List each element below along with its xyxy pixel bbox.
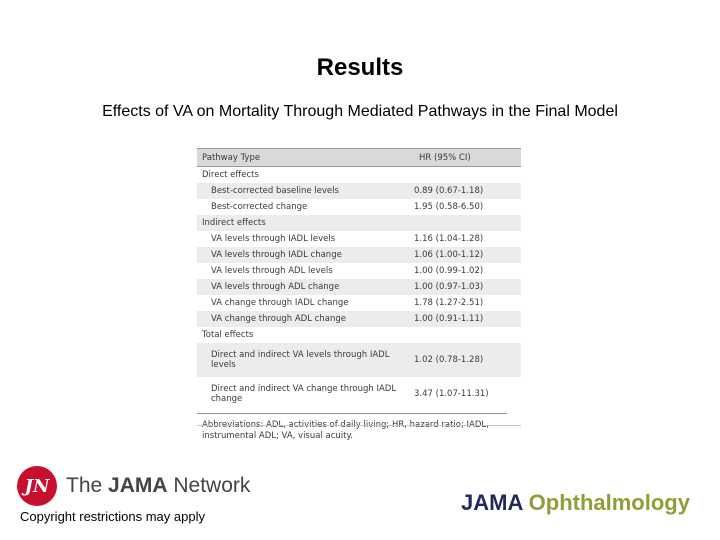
- table-section-row: Indirect effects: [197, 215, 521, 231]
- jama-network-wordmark: The JAMA Network: [66, 474, 250, 498]
- table-row: Best-corrected baseline levels 0.89 (0.67…: [197, 183, 521, 199]
- journal-wordmark: JAMA Ophthalmology: [461, 490, 690, 516]
- row-value: 1.00 (0.91-1.11): [414, 314, 484, 324]
- row-label: Direct effects: [202, 170, 259, 180]
- row-value: 1.02 (0.78-1.28): [414, 355, 484, 365]
- row-value: 1.78 (1.27-2.51): [414, 298, 484, 308]
- slide-title: Results: [316, 54, 404, 81]
- network-bold: JAMA: [108, 474, 168, 497]
- table-row: VA levels through IADL levels 1.16 (1.04-…: [197, 231, 521, 247]
- slide-subtitle: Effects of VA on Mortality Through Media…: [102, 103, 618, 120]
- row-label: Best-corrected baseline levels: [211, 186, 339, 196]
- row-label: Total effects: [202, 330, 254, 340]
- row-value: 0.89 (0.67-1.18): [414, 186, 484, 196]
- table-row: VA levels through IADL change 1.06 (1.00-…: [197, 247, 521, 263]
- table-section-row: Direct effects: [197, 167, 521, 183]
- table-row: VA levels through ADL change 1.00 (0.97-1…: [197, 279, 521, 295]
- row-value: 1.00 (0.99-1.02): [414, 266, 484, 276]
- results-table: Pathway Type HR (95% CI) Direct effects B…: [197, 148, 521, 441]
- table-header: Pathway Type HR (95% CI): [197, 148, 521, 167]
- network-suffix: Network: [167, 474, 251, 497]
- row-value: 1.16 (1.04-1.28): [414, 234, 484, 244]
- header-pathway-type: Pathway Type: [202, 152, 261, 163]
- row-label: VA levels through IADL levels: [211, 234, 336, 244]
- row-value: 1.95 (0.58-6.50): [414, 202, 484, 212]
- table-row: VA change through ADL change 1.00 (0.91-1…: [197, 311, 521, 327]
- copyright-notice: Copyright restrictions may apply: [20, 509, 205, 524]
- row-label: VA levels through IADL change: [211, 250, 342, 260]
- table-row: Best-corrected change 1.95 (0.58-6.50): [197, 199, 521, 215]
- network-prefix: The: [66, 474, 109, 497]
- row-value: 3.47 (1.07-11.31): [414, 389, 489, 399]
- row-label: Direct and indirect VA levels through IA…: [211, 350, 390, 370]
- row-label: Indirect effects: [202, 218, 266, 228]
- table-row: VA change through IADL change 1.78 (1.27-…: [197, 295, 521, 311]
- table-row: Direct and indirect VA levels through IA…: [197, 343, 521, 377]
- table-section-row: Total effects: [197, 327, 521, 343]
- row-value: 1.06 (1.00-1.12): [414, 250, 484, 260]
- row-label: VA levels through ADL levels: [211, 266, 333, 276]
- row-value: 1.00 (0.97-1.03): [414, 282, 484, 292]
- header-hr: HR (95% CI): [419, 152, 471, 163]
- jama-network-logo-icon: JN: [17, 466, 57, 506]
- journal-part2: Ophthalmology: [528, 490, 690, 515]
- table-row: VA levels through ADL levels 1.00 (0.99-1…: [197, 263, 521, 279]
- table-row: Direct and indirect VA change through IA…: [197, 377, 521, 411]
- row-label: Best-corrected change: [211, 202, 308, 212]
- table-bottom-rule: [197, 425, 521, 426]
- row-label: VA change through IADL change: [211, 298, 349, 308]
- row-label: Direct and indirect VA change through IA…: [211, 384, 397, 404]
- row-label: VA change through ADL change: [211, 314, 346, 324]
- table-body: Direct effects Best-corrected baseline le…: [197, 167, 521, 411]
- table-footnote: Abbreviations: ADL, activities of daily …: [197, 413, 507, 442]
- journal-part1: JAMA: [461, 490, 529, 515]
- row-label: VA levels through ADL change: [211, 282, 340, 292]
